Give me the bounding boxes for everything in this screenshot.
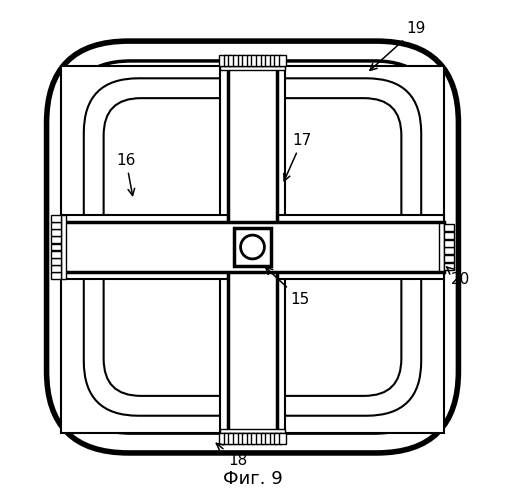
Bar xyxy=(247,55,254,66)
Bar xyxy=(220,66,285,222)
Bar xyxy=(50,229,62,236)
Bar xyxy=(279,433,286,444)
Bar xyxy=(251,433,258,444)
Bar xyxy=(256,433,263,444)
Bar xyxy=(50,244,62,250)
Bar xyxy=(220,66,285,70)
Bar xyxy=(228,66,277,433)
Bar xyxy=(261,55,268,66)
Bar xyxy=(224,433,231,444)
Bar xyxy=(228,55,235,66)
Bar xyxy=(50,258,62,265)
Bar xyxy=(270,55,277,66)
Bar xyxy=(270,433,277,444)
Bar xyxy=(277,66,443,222)
Text: 16: 16 xyxy=(116,153,136,196)
Bar xyxy=(274,433,281,444)
Text: 15: 15 xyxy=(266,267,309,306)
Bar xyxy=(443,263,454,270)
Bar xyxy=(237,433,244,444)
Bar xyxy=(443,255,454,262)
Bar xyxy=(265,55,272,66)
Bar xyxy=(277,215,443,279)
Bar xyxy=(233,55,240,66)
Bar xyxy=(62,215,66,279)
Bar xyxy=(50,272,62,279)
FancyBboxPatch shape xyxy=(67,61,438,433)
Bar xyxy=(62,272,228,433)
Bar xyxy=(443,224,454,231)
Bar xyxy=(219,433,226,444)
Bar xyxy=(50,215,62,222)
Bar xyxy=(228,433,235,444)
Bar xyxy=(62,66,228,222)
Bar xyxy=(220,272,285,433)
Bar xyxy=(50,265,62,272)
Bar xyxy=(50,237,62,244)
Bar xyxy=(219,55,226,66)
FancyBboxPatch shape xyxy=(46,41,459,453)
Bar xyxy=(443,240,454,247)
Bar xyxy=(251,55,258,66)
Bar xyxy=(233,433,240,444)
Bar xyxy=(242,55,249,66)
Bar xyxy=(242,433,249,444)
Bar xyxy=(50,222,62,229)
Text: 17: 17 xyxy=(284,133,312,181)
Bar xyxy=(247,433,254,444)
Text: 20: 20 xyxy=(446,267,471,287)
Text: 19: 19 xyxy=(370,21,426,70)
Bar xyxy=(62,215,228,279)
Circle shape xyxy=(240,235,265,259)
Bar xyxy=(279,55,286,66)
Bar xyxy=(220,429,285,433)
Text: 18: 18 xyxy=(216,443,247,468)
Bar xyxy=(234,229,271,265)
Bar xyxy=(50,250,62,257)
Bar xyxy=(224,55,231,66)
Text: Фиг. 9: Фиг. 9 xyxy=(223,470,282,488)
Bar xyxy=(443,232,454,239)
Bar xyxy=(265,433,272,444)
Bar xyxy=(443,248,454,254)
Bar xyxy=(256,55,263,66)
Bar xyxy=(439,224,443,270)
Bar xyxy=(237,55,244,66)
Bar xyxy=(277,272,443,433)
Bar xyxy=(261,433,268,444)
Bar xyxy=(274,55,281,66)
Bar xyxy=(62,222,443,272)
